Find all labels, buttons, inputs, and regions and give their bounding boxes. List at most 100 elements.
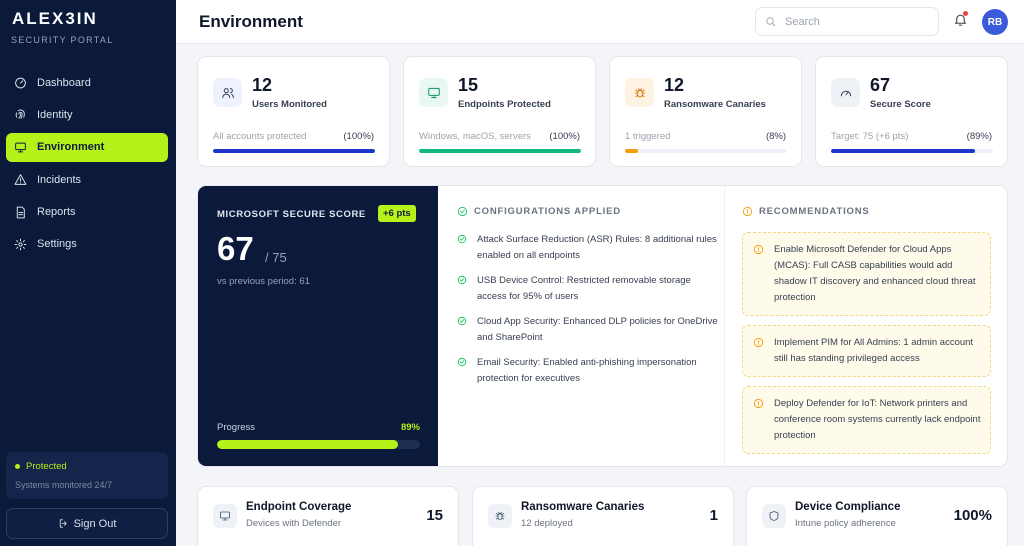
monitor-icon: [220, 511, 230, 521]
bell-icon: [954, 14, 967, 26]
sidebar-item-dashboard[interactable]: Dashboard: [6, 68, 168, 97]
recommendation-item[interactable]: Enable Microsoft Defender for Cloud Apps…: [742, 232, 991, 316]
recommendation-item[interactable]: Implement PIM for All Admins: 1 admin ac…: [742, 325, 991, 377]
secure-score-card: MICROSOFT SECURE SCORE +6 pts 67 / 75 vs…: [198, 186, 438, 466]
stat-progress-bar: [625, 149, 787, 153]
stat-value: 12: [664, 75, 685, 95]
sidebar-item-label: Incidents: [37, 173, 82, 186]
list-item: Cloud App Security: Enhanced DLP policie…: [457, 314, 719, 346]
check-circle-icon: [457, 234, 467, 244]
card-value: 15: [426, 507, 443, 524]
page-title: Environment: [199, 12, 303, 31]
recommendations-heading: RECOMMENDATIONS: [742, 206, 870, 217]
stat-card-secure-score[interactable]: 67 Secure Score Target: 75 (+6 pts) (89%…: [815, 56, 1008, 167]
bug-icon: [495, 512, 505, 520]
recommendation-text: Deploy Defender for IoT: Network printer…: [774, 398, 981, 441]
check-circle-icon: [457, 316, 467, 326]
score-change-badge: +6 pts: [378, 205, 416, 222]
shield-icon: [769, 511, 779, 521]
users-icon: [221, 87, 234, 98]
stat-note: Target: 75 (+6 pts): [831, 131, 909, 142]
search-box[interactable]: [755, 7, 939, 36]
stat-progress-fill: [625, 149, 638, 153]
recommendation-item[interactable]: Deploy Defender for IoT: Network printer…: [742, 386, 991, 454]
stat-card-users[interactable]: 12 Users Monitored All accounts protecte…: [197, 56, 390, 167]
list-item: Email Security: Enabled anti-phishing im…: [457, 355, 719, 387]
protection-status: Protected Systems monitored 24/7: [6, 452, 168, 499]
stat-note: Windows, macOS, servers: [419, 131, 531, 142]
configurations-heading: CONFIGURATIONS APPLIED: [457, 206, 621, 217]
stat-card-canaries[interactable]: 12 Ransomware Canaries 1 triggered (8%): [609, 56, 802, 167]
secure-score-title: MICROSOFT SECURE SCORE: [217, 209, 366, 220]
device-compliance-card[interactable]: Device Compliance Intune policy adherenc…: [746, 486, 1008, 546]
stat-note: 1 triggered: [625, 131, 671, 142]
sidebar-item-settings[interactable]: Settings: [6, 230, 168, 259]
stat-percent: (100%): [343, 131, 374, 142]
card-icon-box: [762, 504, 786, 528]
sidebar-nav: Dashboard Identity Environment Incidents…: [6, 68, 168, 262]
fingerprint-icon: [15, 109, 25, 120]
stat-card-endpoints[interactable]: 15 Endpoints Protected Windows, macOS, s…: [403, 56, 596, 167]
dashboard-icon: [15, 77, 26, 89]
status-subtext: Systems monitored 24/7: [15, 480, 113, 490]
stat-note: All accounts protected: [213, 131, 307, 142]
top-header: Environment RB: [176, 0, 1024, 44]
stat-label: Users Monitored: [252, 99, 327, 110]
progress-label: Progress: [217, 422, 256, 433]
check-circle-icon: [457, 357, 467, 367]
document-icon: [16, 206, 25, 218]
recommendation-text: Implement PIM for All Admins: 1 admin ac…: [774, 337, 974, 364]
progress-percent: 89%: [400, 422, 420, 433]
stat-icon-box: [625, 78, 654, 107]
list-item: USB Device Control: Restricted removable…: [457, 273, 719, 305]
stat-label: Ransomware Canaries: [664, 99, 766, 110]
stat-value: 15: [458, 75, 479, 95]
stat-icon-box: [419, 78, 448, 107]
sidebar-item-identity[interactable]: Identity: [6, 100, 168, 129]
configuration-text: Cloud App Security: Enhanced DLP policie…: [477, 316, 718, 343]
stat-progress-fill: [419, 149, 581, 153]
stat-icon-box: [213, 78, 242, 107]
score-progress-bar: [217, 440, 420, 449]
brand-logo[interactable]: ALEX3IN: [12, 9, 98, 28]
sidebar-item-label: Identity: [37, 108, 73, 121]
info-circle-icon: [742, 206, 753, 217]
secure-score-value: 67: [217, 230, 254, 267]
bug-icon: [634, 87, 645, 98]
stat-progress-bar: [419, 149, 581, 153]
configurations-heading-text: CONFIGURATIONS APPLIED: [474, 206, 621, 217]
card-subtitle: Devices with Defender: [246, 518, 342, 529]
gear-icon: [14, 238, 27, 251]
sign-out-button[interactable]: Sign Out: [6, 508, 168, 539]
card-title: Ransomware Canaries: [521, 501, 645, 513]
sidebar-item-environment[interactable]: Environment: [6, 132, 168, 162]
stat-percent: (8%): [765, 131, 786, 142]
search-icon: [766, 17, 776, 27]
sidebar-item-incidents[interactable]: Incidents: [6, 165, 168, 194]
status-line: Protected: [15, 461, 159, 472]
configuration-text: USB Device Control: Restricted removable…: [477, 275, 691, 302]
recommendations-list: Enable Microsoft Defender for Cloud Apps…: [742, 232, 991, 463]
avatar[interactable]: RB: [982, 9, 1008, 35]
stat-progress-bar: [213, 149, 375, 153]
notifications-button[interactable]: [953, 11, 969, 28]
monitor-icon: [15, 142, 26, 153]
endpoint-coverage-card[interactable]: Endpoint Coverage Devices with Defender …: [197, 486, 459, 546]
stat-label: Secure Score: [870, 99, 931, 110]
sidebar-item-reports[interactable]: Reports: [6, 198, 168, 227]
secure-score-panel: MICROSOFT SECURE SCORE +6 pts 67 / 75 vs…: [197, 185, 1008, 467]
stat-percent: (100%): [549, 131, 580, 142]
card-subtitle: 12 deployed: [521, 518, 573, 529]
ransomware-canaries-card[interactable]: Ransomware Canaries 12 deployed 1: [472, 486, 734, 546]
search-input[interactable]: [785, 15, 925, 28]
card-subtitle: Intune policy adherence: [795, 518, 896, 529]
stat-value: 67: [870, 75, 891, 95]
stat-percent: (89%): [966, 131, 992, 142]
sidebar-item-label: Reports: [37, 206, 76, 219]
card-value: 1: [709, 507, 718, 524]
info-circle-icon: [753, 398, 764, 409]
stat-progress-fill: [213, 149, 375, 153]
configurations-list: Attack Surface Reduction (ASR) Rules: 8 …: [457, 232, 719, 396]
recommendation-text: Enable Microsoft Defender for Cloud Apps…: [774, 244, 976, 303]
card-icon-box: [488, 504, 512, 528]
